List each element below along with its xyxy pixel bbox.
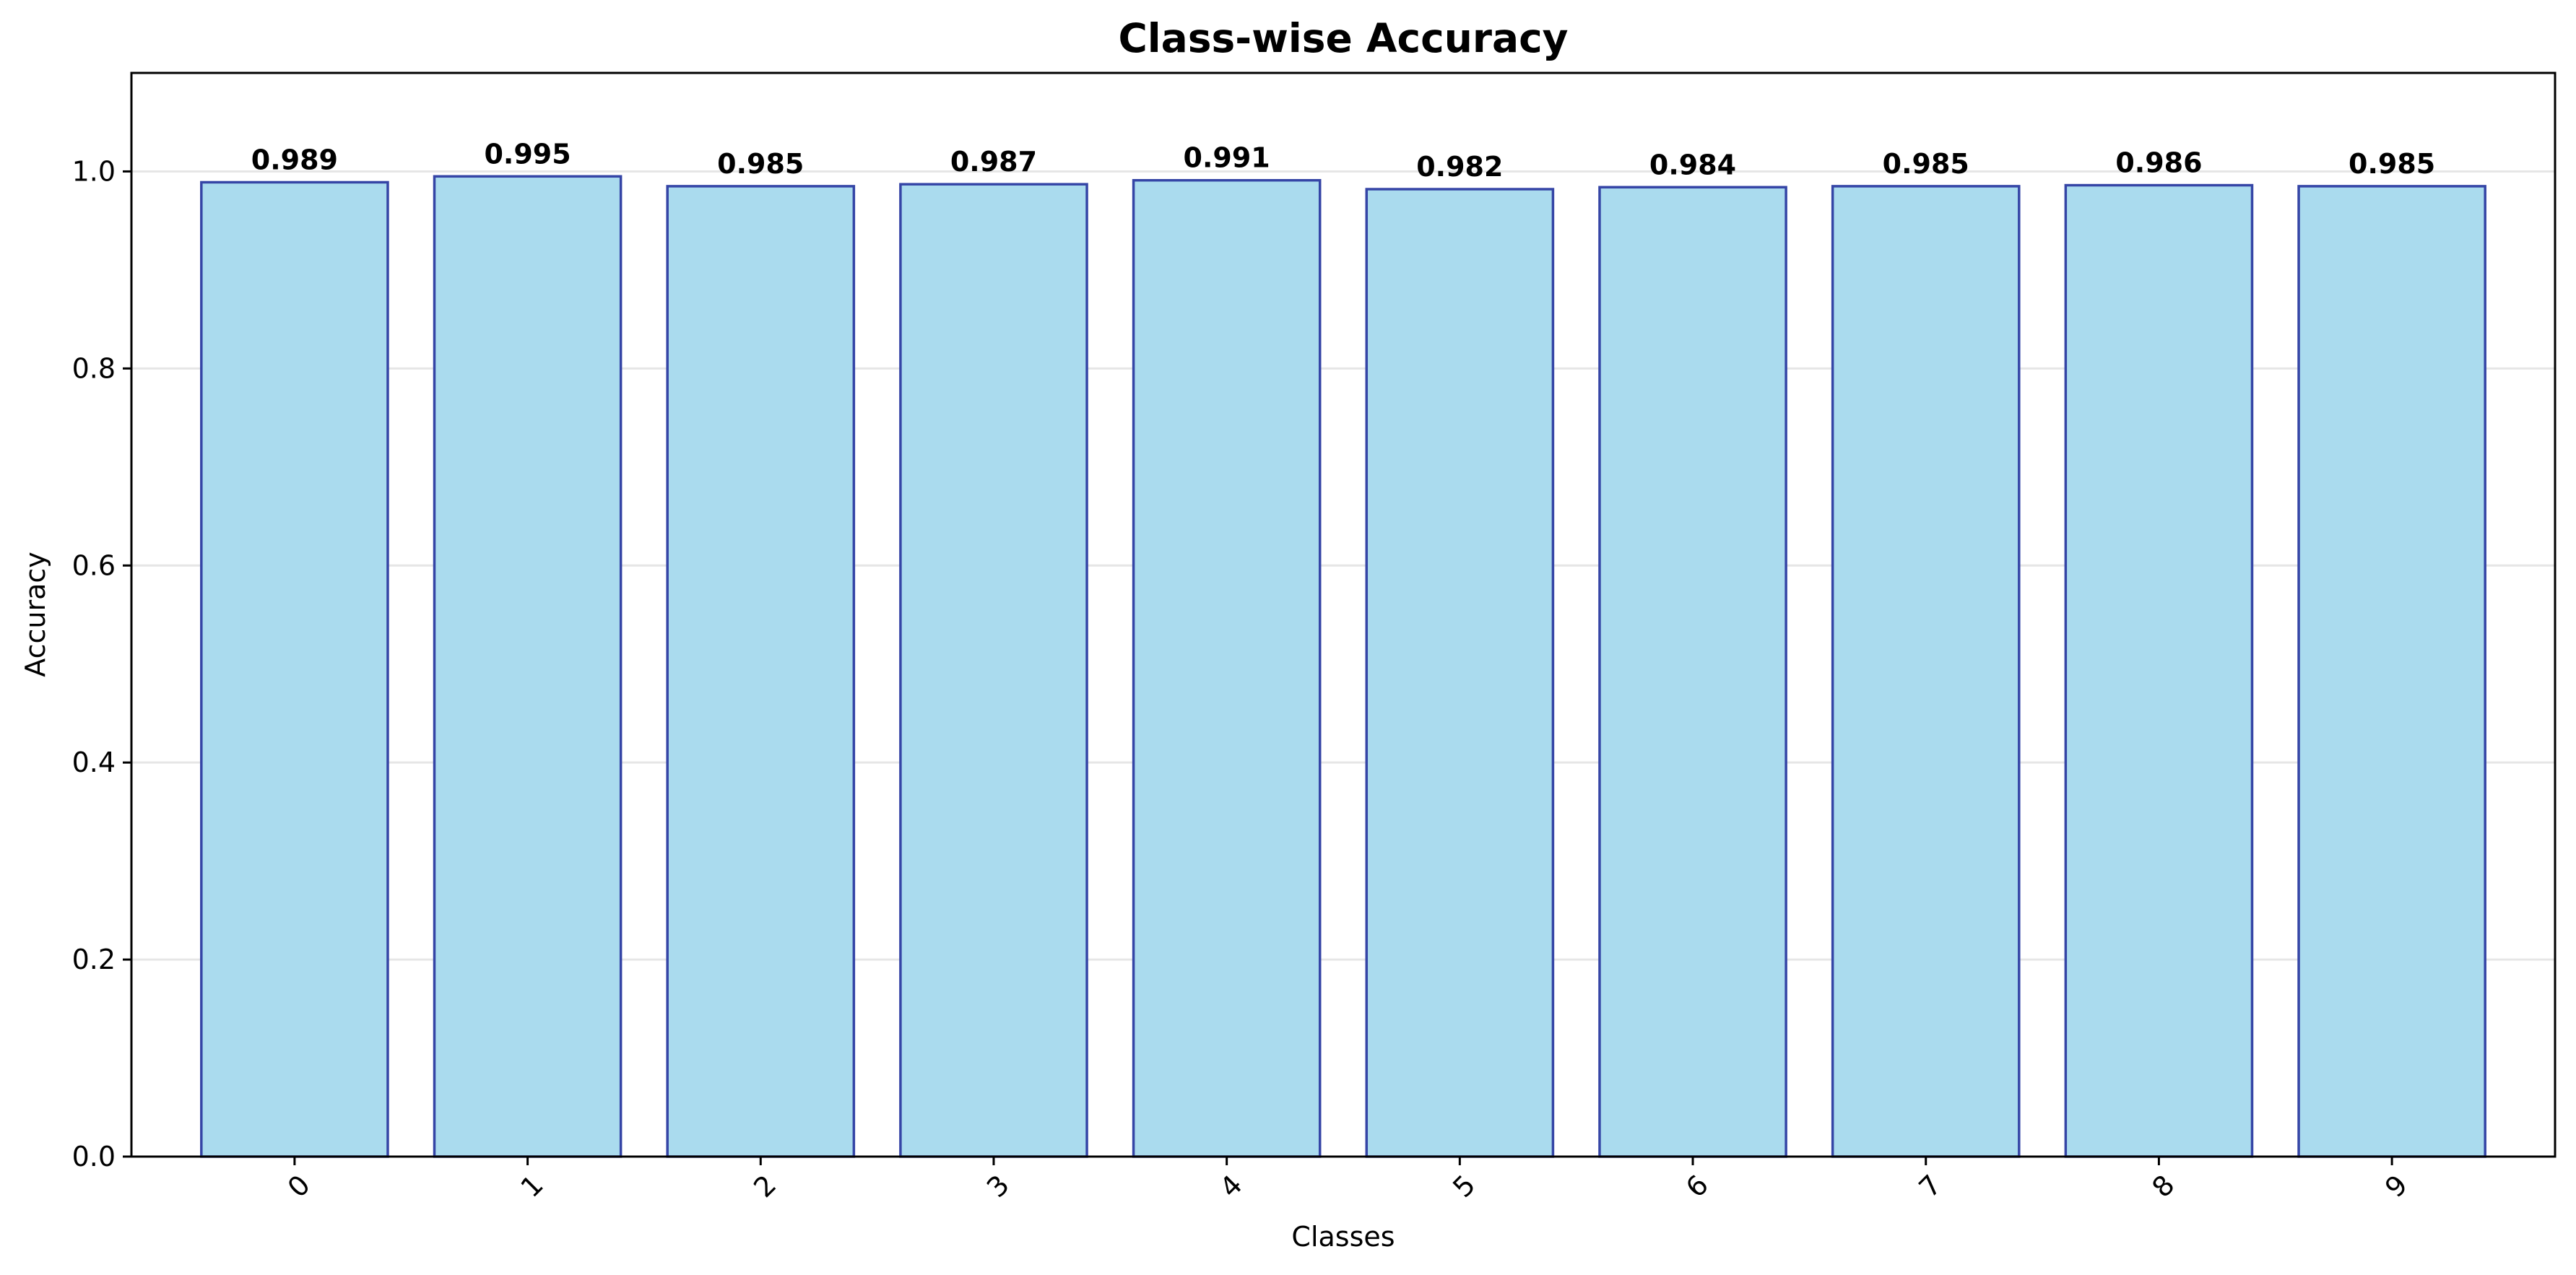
- y-tick-label: 0.2: [72, 944, 116, 975]
- bar-value-label: 0.985: [2349, 148, 2435, 180]
- bar-value-label: 0.987: [950, 146, 1037, 178]
- y-tick-label: 0.6: [72, 549, 116, 581]
- bar-class-2: [666, 185, 856, 1158]
- bar-value-label: 0.989: [251, 144, 338, 175]
- x-tick-label: 5: [1447, 1169, 1481, 1204]
- x-tick-label: 9: [2379, 1169, 2414, 1204]
- bar-value-label: 0.985: [717, 148, 804, 180]
- bar-value-labels: 0.989 0.995 0.985 0.987 0.991 0.982 0.984 0.985…: [251, 138, 2435, 183]
- bar-value-label: 0.986: [2115, 147, 2202, 179]
- bar-class-3: [899, 183, 1088, 1158]
- y-axis-ticks: 0.0 0.2 0.4 0.6 0.8 1.0: [72, 155, 131, 1172]
- bar-class-5: [1365, 188, 1555, 1158]
- bar-value-label: 0.984: [1649, 149, 1736, 180]
- bar-class-9: [2297, 185, 2486, 1158]
- x-tick-label: 7: [1913, 1169, 1948, 1204]
- bar-class-4: [1132, 178, 1322, 1158]
- x-tick-label: 1: [514, 1169, 549, 1204]
- x-axis-label: Classes: [1291, 1221, 1395, 1253]
- bar-value-label: 0.991: [1184, 142, 1270, 174]
- bar-value-label: 0.982: [1416, 151, 1503, 183]
- x-tick-label: 4: [1214, 1169, 1249, 1204]
- chart-title: Class-wise Accuracy: [1118, 15, 1568, 61]
- bar-class-1: [433, 175, 623, 1158]
- x-tick-label: 8: [2146, 1169, 2180, 1204]
- y-axis-label: Accuracy: [19, 552, 51, 677]
- x-tick-label: 6: [1680, 1169, 1714, 1204]
- y-tick-label: 0.0: [72, 1141, 116, 1172]
- y-tick-label: 0.8: [72, 352, 116, 384]
- x-tick-label: 2: [747, 1169, 782, 1204]
- bar-value-label: 0.995: [484, 138, 571, 170]
- bar-class-8: [2064, 183, 2254, 1158]
- bar-class-0: [200, 180, 389, 1158]
- plot-frame: [130, 71, 2557, 1158]
- y-tick-label: 0.4: [72, 747, 116, 778]
- y-tick-label: 1.0: [72, 155, 116, 187]
- bar-class-7: [1831, 185, 2021, 1158]
- x-tick-label: 3: [981, 1169, 1015, 1204]
- bar-value-label: 0.985: [1883, 148, 1969, 180]
- bars: [200, 175, 2486, 1158]
- bar-class-6: [1598, 186, 1787, 1158]
- x-axis-ticks: 0 1 2 3 4 5 6 7 8 9: [282, 1157, 2414, 1204]
- x-tick-label: 0: [282, 1169, 316, 1204]
